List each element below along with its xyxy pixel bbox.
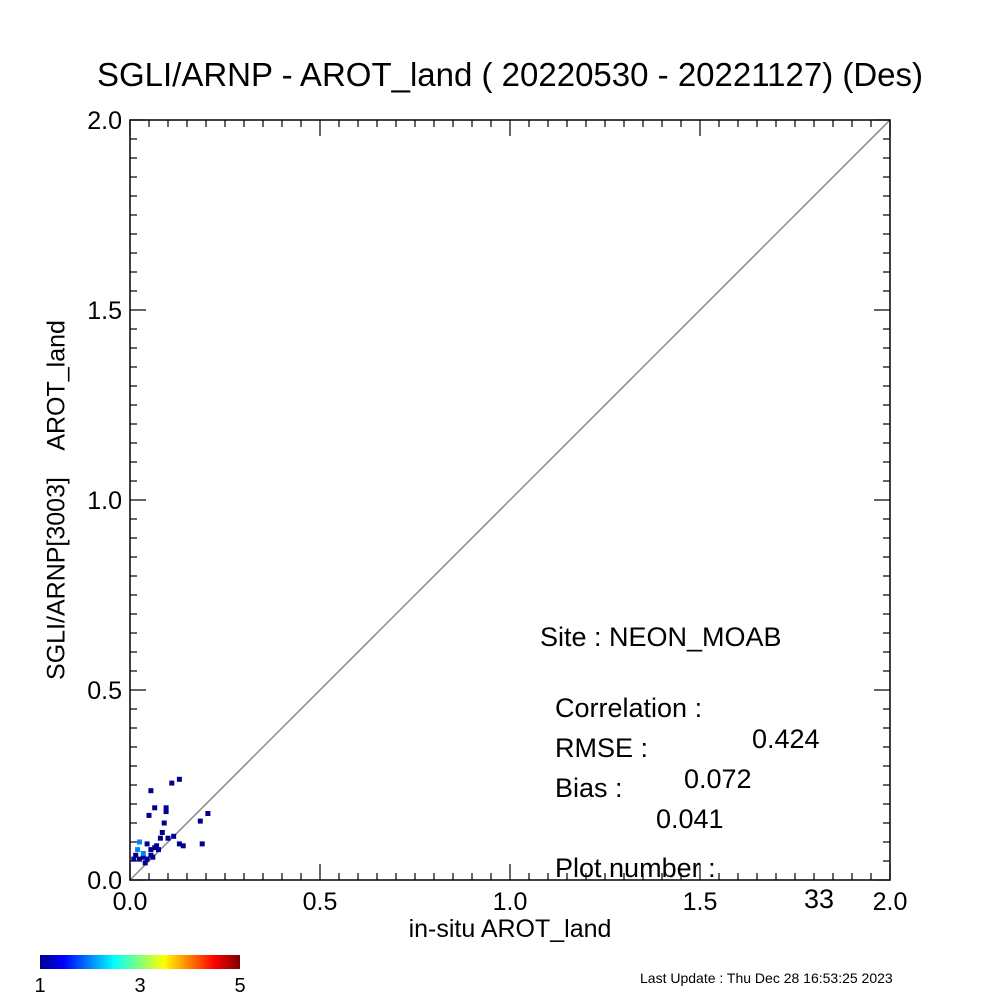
x-tick-label: 2.0 [873,888,908,916]
x-tick-label: 0.0 [113,888,148,916]
data-point [140,854,146,860]
data-point [163,805,169,811]
data-point [142,860,148,866]
data-point [148,788,154,794]
stat-plot-number-label: Plot number : [555,853,716,883]
stat-correlation: Correlation : 0.424 [540,662,820,755]
colorbar-tick-label: 3 [134,975,146,997]
data-point [165,835,171,841]
data-point [157,835,163,841]
stat-bias: Bias : 0.041 [540,742,724,835]
stat-site: Site : NEON_MOAB [540,622,782,652]
data-point [161,820,167,826]
data-point [135,847,141,853]
colorbar-tick-label: 1 [34,975,46,997]
data-point [137,856,142,862]
x-axis-label: in-situ AROT_land [408,915,612,943]
stat-rmse: RMSE : 0.072 [540,702,752,795]
stat-rmse-value: 0.072 [684,764,752,794]
colorbar [40,955,240,969]
data-point [180,843,186,849]
last-update-text: Last Update : Thu Dec 28 16:53:25 2023 [640,970,893,986]
scatter-points [131,776,211,866]
data-point [176,776,182,782]
stat-bias-value: 0.041 [656,804,724,834]
x-tick-label: 0.5 [303,888,338,916]
data-point [133,852,139,858]
data-point [156,847,161,853]
colorbar-tick-label: 5 [234,975,246,997]
x-tick-label: 1.0 [493,888,528,916]
data-point [176,841,182,847]
data-point [171,833,177,839]
tick-labels: 0.0 0.5 1.0 1.5 2.0 0.0 0.5 1.0 1.5 2.0 [87,107,907,916]
data-point [169,780,175,786]
data-point [197,818,203,824]
data-point [199,841,205,847]
plot-frame [129,119,891,881]
chart-title: SGLI/ARNP - AROT_land ( 20220530 - 20221… [96,56,924,93]
one-to-one-line [129,119,891,881]
data-point [152,805,158,811]
y-tick-label: 1.5 [87,297,122,325]
axis-ticks [129,119,891,881]
data-point [205,811,211,816]
data-point [146,812,152,818]
data-point [159,830,165,835]
stat-rmse-label: RMSE : [555,733,649,763]
stat-bias-label: Bias : [555,773,623,803]
data-point [163,809,169,815]
data-point [148,847,154,853]
stat-plot-number: Plot number : 33 [540,822,834,915]
data-point [150,854,156,860]
data-point [154,843,160,849]
data-point [144,841,150,847]
data-point [137,839,142,845]
data-point [144,856,150,862]
y-tick-label: 0.0 [87,867,122,895]
x-tick-label: 1.5 [683,888,718,916]
stat-plot-number-value: 33 [804,884,835,914]
y-tick-label: 2.0 [87,107,122,135]
y-tick-label: 1.0 [87,487,122,515]
data-point [140,850,146,856]
data-point [131,856,137,862]
stat-correlation-value: 0.424 [752,724,820,754]
y-tick-label: 0.5 [87,677,122,705]
stat-correlation-label: Correlation : [555,693,703,723]
y-axis-label: SGLI/ARNP[3003] AROT_land [42,320,71,680]
